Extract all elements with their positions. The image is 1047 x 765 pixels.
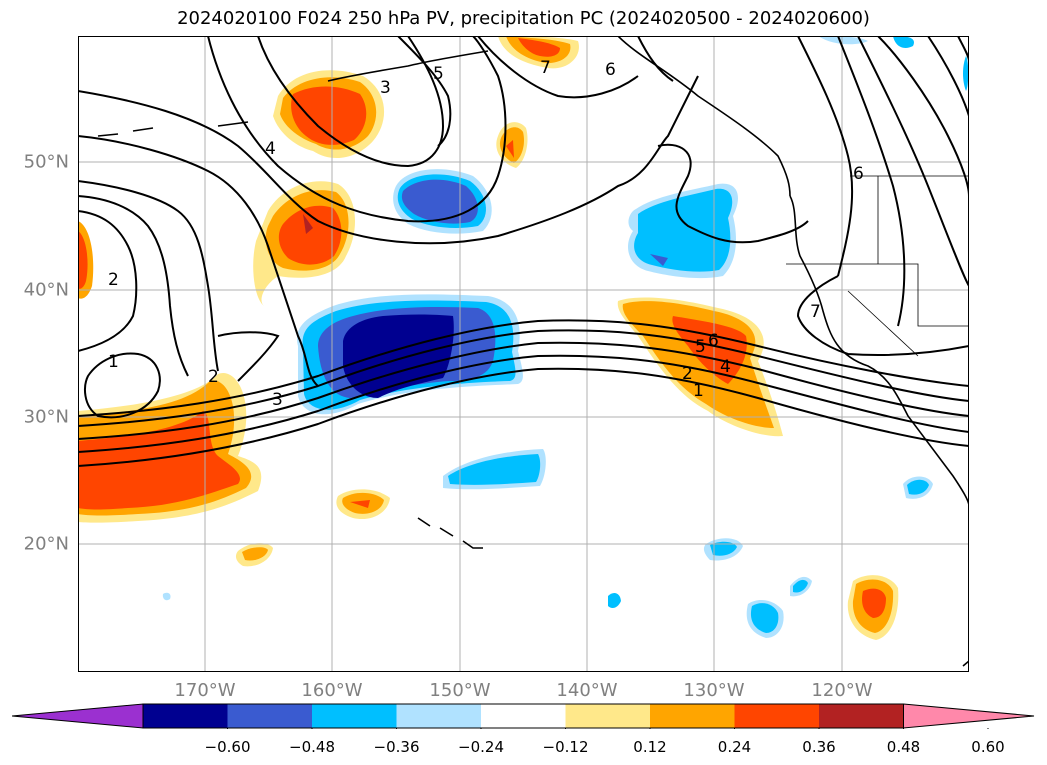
colorbar-tick-label: −0.60 (204, 738, 251, 756)
contour-label: 2 (108, 270, 119, 290)
colorbar-extend-max (903, 703, 1035, 729)
precip-negative-shading (162, 36, 969, 638)
colorbar-extend-min (12, 703, 144, 729)
colorbar-segment (481, 704, 566, 728)
colorbar-tick-label: −0.48 (289, 738, 335, 756)
colorbar-segment (819, 704, 904, 728)
precip-positive-shading (78, 36, 899, 640)
colorbar (12, 703, 1035, 729)
contour-label: 2 (208, 367, 219, 387)
colorbar-segment (227, 704, 312, 728)
contour-labels: 7 6 5 4 3 2 1 3 2 1 4 5 6 7 6 2 (108, 58, 864, 410)
lon-label-140w: 140°W (556, 680, 618, 701)
coastlines (97, 36, 969, 667)
contour-label: 6 (708, 331, 719, 351)
lat-label-50n: 50°N (23, 151, 69, 173)
colorbar-tick-label: 0.60 (971, 738, 1005, 756)
colorbar-tick-label: −0.24 (458, 738, 504, 756)
colorbar-tick-label: 0.24 (717, 738, 752, 756)
contour-label: 1 (108, 352, 119, 372)
colorbar-tick-label: 0.48 (886, 738, 921, 756)
colorbar-segment (312, 704, 397, 728)
colorbar-segment (143, 704, 228, 728)
pv-contours (78, 36, 969, 467)
colorbar-tick-label: −0.36 (373, 738, 420, 756)
map-canvas: 7 6 5 4 3 2 1 3 2 1 4 5 6 7 6 2 (78, 36, 969, 672)
contour-label: 5 (433, 64, 444, 84)
colorbar-segment (650, 704, 735, 728)
map-title: 2024020100 F024 250 hPa PV, precipitatio… (177, 8, 870, 29)
contour-label: 3 (380, 78, 391, 98)
contour-label: 6 (605, 60, 616, 80)
state-borders (786, 175, 969, 357)
lon-label-170w: 170°W (174, 680, 236, 701)
colorbar-segment (396, 704, 481, 728)
contour-label: 2 (682, 364, 693, 384)
colorbar-tick-label: 0.36 (802, 738, 836, 756)
contour-label: 4 (720, 357, 731, 377)
colorbar-tick-label: 0.12 (633, 738, 667, 756)
colorbar-outline (142, 703, 904, 729)
contour-label: 4 (265, 139, 276, 159)
contour-label: 6 (853, 164, 864, 184)
lat-label-40n: 40°N (23, 279, 69, 301)
gridlines (78, 36, 969, 672)
lon-label-120w: 120°W (811, 680, 873, 701)
contour-label: 5 (695, 337, 706, 357)
lon-label-130w: 130°W (683, 680, 745, 701)
contour-label: 3 (272, 390, 283, 410)
colorbar-segment (734, 704, 819, 728)
lon-label-160w: 160°W (301, 680, 363, 701)
colorbar-segment (565, 704, 650, 728)
map-plot-area[interactable]: 7 6 5 4 3 2 1 3 2 1 4 5 6 7 6 2 (78, 36, 969, 672)
contour-label: 7 (810, 302, 821, 322)
colorbar-tick-label: −0.12 (542, 738, 589, 756)
lon-label-150w: 150°W (429, 680, 491, 701)
lat-label-30n: 30°N (23, 406, 69, 428)
lat-label-20n: 20°N (23, 533, 69, 555)
contour-label: 7 (540, 58, 551, 78)
contour-label: 1 (693, 381, 704, 401)
